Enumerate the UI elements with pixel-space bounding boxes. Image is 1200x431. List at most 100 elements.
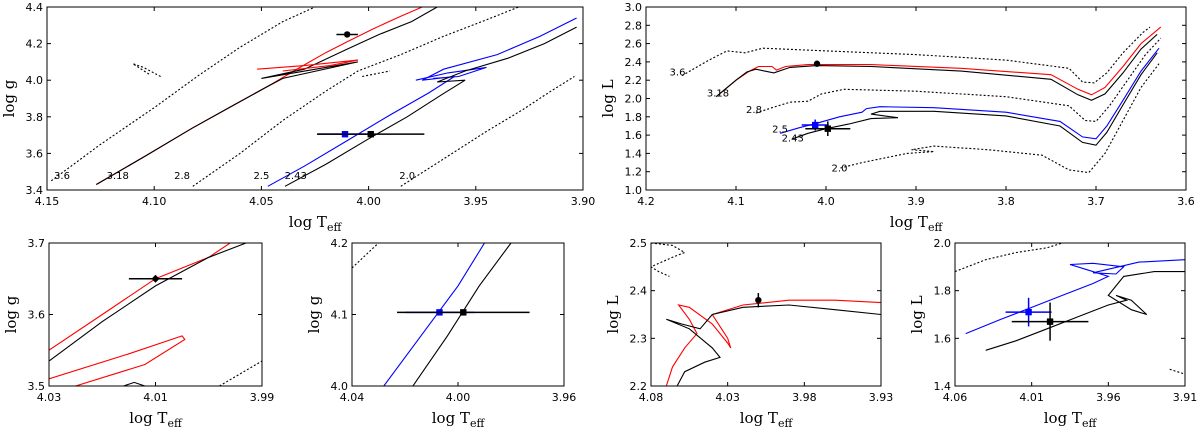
series-line-p5-1: [666, 304, 881, 386]
x-tick-label: 4.08: [639, 391, 664, 404]
x-axis-label: log Teff: [740, 409, 794, 430]
track-label: 3.6: [670, 68, 686, 79]
series-line-p6-1: [985, 271, 1185, 351]
series-group: [651, 243, 881, 386]
panel-p4: 4.04 4.00 3.96 4.0 4.1 4.2 log Teff log g: [305, 237, 576, 430]
x-tick-label: 4.10: [142, 195, 167, 208]
data-point-p1-2: [317, 130, 425, 138]
x-axis-label: log Teff: [289, 213, 343, 234]
track-label: 3.6: [54, 171, 70, 182]
y-tick-label: 4.0: [331, 380, 349, 393]
series-line-p4-2: [352, 243, 379, 269]
y-tick-label: 1.4: [934, 380, 952, 393]
y-tick-label: 2.6: [625, 38, 643, 51]
axes-frame: [650, 242, 882, 387]
marker: [367, 130, 374, 138]
y-tick-label: 2.0: [934, 237, 952, 250]
y-tick-label: 3.5: [28, 380, 46, 393]
series-line-p1-9: [400, 76, 575, 187]
x-tick-label: 4.01: [143, 391, 168, 404]
x-tick-label: 4.06: [943, 391, 968, 404]
data-point-p1-0: [336, 31, 358, 38]
x-tick-label: 3.96: [1096, 391, 1121, 404]
marker: [813, 60, 821, 67]
series-line-p3-4: [219, 360, 262, 386]
series-line-p1-5: [284, 26, 577, 187]
series-line-p6-3: [1169, 368, 1185, 375]
series-group: [681, 26, 1162, 174]
x-tick-label: 3.95: [464, 195, 489, 208]
x-tick-label: 4.15: [35, 195, 60, 208]
x-tick-label: 3.8: [997, 195, 1015, 208]
series-line-p1-6: [50, 7, 316, 182]
data-point-p4-1: [397, 309, 530, 316]
panel-p1: 3.6 3.18 2.8 2.5 2.43 2.0 4.15 4.10 4.05 4.00 3.95…: [0, 1, 595, 234]
y-tick-label: 3.0: [625, 1, 643, 14]
y-axis-label: log g: [0, 79, 18, 117]
data-point-p6-1: [1011, 302, 1089, 341]
axes-frame: [351, 242, 565, 387]
x-axis-label: log Teff: [432, 409, 486, 430]
y-tick-label: 1.6: [625, 129, 643, 142]
panel-p5: 4.08 4.03 3.98 3.93 2.2 2.3 2.4 2.5 log Teff log …: [604, 237, 893, 430]
panel-p6: 4.06 4.01 3.96 3.91 1.4 1.6 1.8 2.0 log Teff log …: [908, 237, 1197, 430]
x-tick-label: 3.7: [1087, 195, 1105, 208]
y-tick-label: 2.5: [630, 237, 648, 250]
track-label: 2.5: [253, 171, 269, 182]
y-tick-label: 3.6: [26, 147, 44, 160]
y-axis-label: log L: [599, 79, 617, 117]
y-tick-label: 4.4: [26, 1, 44, 14]
x-tick-label: 3.99: [250, 391, 275, 404]
x-tick-label: 4.1: [727, 195, 745, 208]
y-tick-label: 3.4: [26, 184, 44, 197]
x-tick-label: 3.90: [571, 195, 596, 208]
series-line-p3-3: [123, 381, 146, 386]
x-tick-label: 4.05: [249, 195, 274, 208]
series-line-p1-7: [132, 63, 161, 77]
y-tick-label: 3.8: [26, 111, 44, 124]
y-tick-label: 4.0: [26, 74, 44, 87]
x-tick-label: 3.98: [792, 391, 817, 404]
series-group: [955, 243, 1185, 375]
data-point-p2-2: [805, 121, 851, 137]
y-tick-label: 2.2: [630, 380, 648, 393]
track-label: 3.18: [107, 171, 129, 182]
axes-frame: [48, 242, 263, 387]
marker: [1025, 308, 1032, 316]
marker: [1046, 318, 1054, 325]
data-point-p2-0: [813, 60, 821, 67]
y-tick-label: 1.6: [934, 332, 952, 345]
x-tick-label: 4.2: [637, 195, 655, 208]
y-axis-label: log g: [305, 295, 323, 333]
track-label: 2.5: [772, 124, 788, 135]
data-point-p5-0: [755, 293, 762, 308]
x-tick-label: 3.96: [552, 391, 577, 404]
x-tick-label: 3.9: [907, 195, 925, 208]
x-tick-label: 3.6: [1177, 195, 1195, 208]
x-axis-label: log Teff: [129, 409, 183, 430]
y-tick-label: 2.8: [625, 19, 643, 32]
panel-p3: 4.03 4.01 3.99 3.5 3.6 3.7 log Teff log g: [2, 237, 274, 430]
series-line-p3-2: [49, 335, 186, 386]
track-label: 2.8: [174, 171, 190, 182]
panel-p2: 3.6 3.18 2.8 2.52.43 2.0 4.2 4.1 4.0 3.9 3.8 3.7 3.…: [599, 1, 1195, 234]
y-tick-label: 3.6: [28, 309, 46, 322]
series-line-p6-0: [965, 259, 1185, 335]
series-group: [352, 243, 530, 386]
x-axis-label: log Teff: [1044, 409, 1098, 430]
series-line-p5-0: [665, 299, 881, 386]
track-label: 2.8: [746, 105, 762, 116]
marker: [151, 274, 160, 283]
y-tick-label: 2.3: [630, 332, 648, 345]
y-tick-label: 4.2: [26, 38, 44, 51]
series-line-p2-3: [792, 52, 1158, 146]
series-line-p4-0: [383, 243, 485, 386]
y-axis-label: log L: [908, 295, 926, 333]
y-tick-label: 2.2: [625, 74, 643, 87]
y-tick-label: 3.7: [28, 237, 46, 250]
track-label: 2.0: [832, 164, 848, 175]
y-tick-label: 4.2: [331, 237, 349, 250]
series-line-p2-5: [755, 37, 1162, 122]
x-axis-label: log Teff: [890, 213, 944, 234]
